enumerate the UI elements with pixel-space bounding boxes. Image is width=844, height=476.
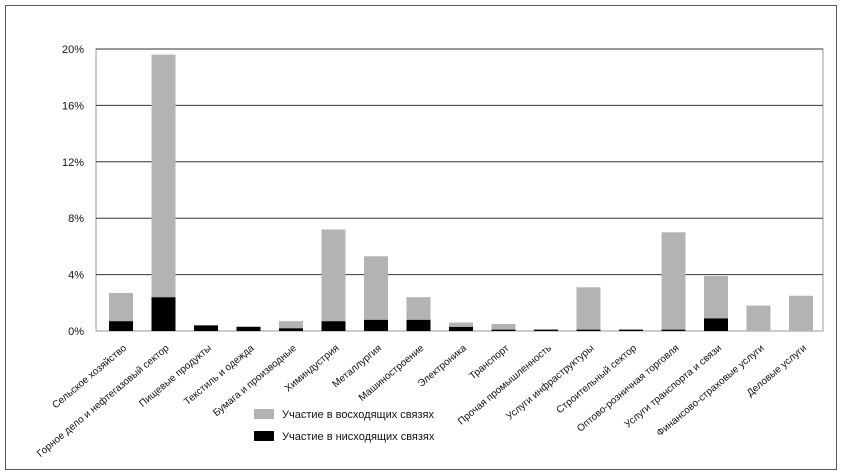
y-tick-label: 4% bbox=[68, 270, 84, 282]
y-axis-tick-labels: 0% 4% 8% 12% 16% 20% bbox=[62, 44, 84, 338]
bar-downstream bbox=[491, 329, 516, 331]
bar-upstream bbox=[746, 305, 771, 331]
bar-downstream bbox=[279, 328, 303, 331]
bar-downstream bbox=[236, 326, 261, 331]
bar-upstream bbox=[576, 287, 601, 330]
bar-downstream bbox=[194, 325, 218, 331]
bar-downstream bbox=[109, 321, 133, 331]
chart: 0%4%8%12%16%20% Сельское хозяйствоГорное… bbox=[35, 44, 824, 460]
x-tick-label: Строительный сектор bbox=[555, 343, 640, 417]
bar-upstream bbox=[491, 323, 516, 330]
x-tick-label: Транспорт bbox=[468, 343, 512, 383]
bar-downstream bbox=[151, 297, 176, 331]
x-tick-label: Текстиль и одежда bbox=[182, 343, 257, 408]
bar-upstream bbox=[661, 232, 686, 330]
bar-upstream bbox=[279, 321, 303, 329]
bars bbox=[109, 54, 813, 331]
x-tick-label: Сельское хозяйство bbox=[50, 343, 129, 412]
bar-upstream bbox=[704, 276, 728, 319]
y-tick-label: 0% bbox=[68, 326, 84, 338]
bar-upstream bbox=[364, 256, 388, 320]
x-tick-label: Пищевые продукты bbox=[137, 343, 214, 410]
bar-downstream bbox=[619, 329, 643, 331]
bar-downstream bbox=[704, 318, 728, 331]
legend-label: Участие в восходящих связях bbox=[282, 409, 434, 421]
bar-upstream bbox=[406, 297, 431, 320]
bar-downstream bbox=[534, 329, 558, 331]
chart-frame: 0% 4% 8% 12% 16% 20% Сельское хозяйство Горное… bbox=[5, 5, 837, 470]
bar-upstream bbox=[789, 295, 813, 331]
bar-upstream bbox=[151, 54, 176, 298]
y-tick-label: 8% bbox=[68, 213, 84, 225]
bar-downstream bbox=[321, 321, 346, 331]
y-tick-label: 12% bbox=[62, 157, 84, 169]
bar-downstream bbox=[449, 326, 473, 331]
bar-downstream bbox=[364, 319, 388, 331]
legend: Участие в восходящих связях Участие в нис… bbox=[254, 409, 435, 443]
y-tick-label: 16% bbox=[62, 100, 84, 112]
bar-upstream bbox=[321, 229, 346, 322]
bar-upstream bbox=[109, 292, 133, 322]
bar-downstream bbox=[661, 329, 686, 331]
legend-swatch bbox=[254, 409, 274, 419]
legend-swatch bbox=[254, 431, 274, 441]
x-tick-label: Бумага и производные bbox=[211, 343, 299, 419]
bar-downstream bbox=[406, 319, 431, 331]
y-tick-label: 20% bbox=[62, 44, 84, 56]
bar-upstream bbox=[449, 322, 473, 327]
legend-label: Участие в нисходящих связях bbox=[282, 431, 435, 443]
bar-downstream bbox=[576, 329, 601, 331]
